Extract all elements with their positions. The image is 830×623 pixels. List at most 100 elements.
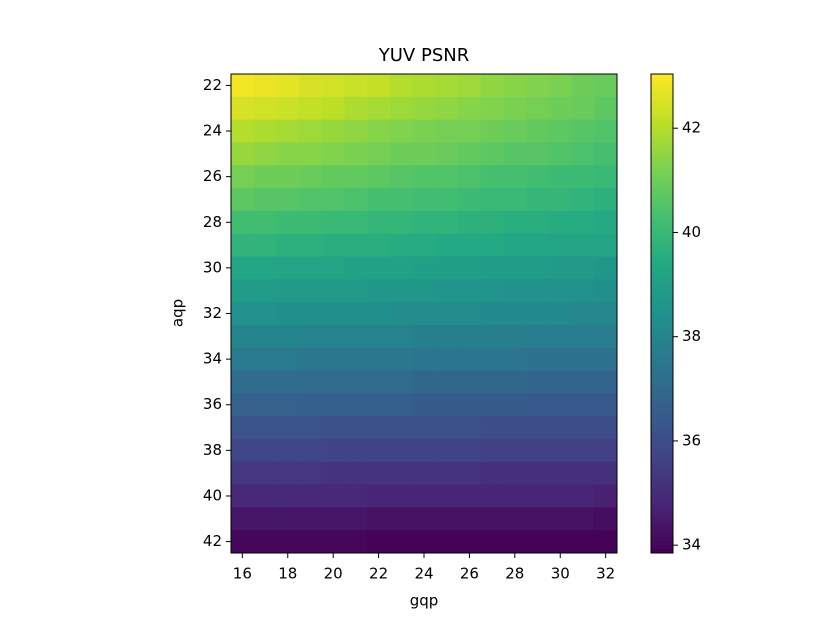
heatmap-cell [344,484,368,508]
heatmap-cell [321,347,346,372]
heatmap-cell [526,324,550,349]
colorbar-slice [651,457,673,462]
heatmap-cell [412,96,436,121]
colorbar-slice [651,529,673,534]
heatmap-cell [412,324,436,349]
heatmap-cell [571,74,595,98]
colorbar-slice [651,177,673,183]
heatmap-cell [571,233,595,257]
colorbar-slice [651,461,673,466]
colorbar-slice [651,365,673,370]
colorbar-slice [651,433,673,438]
heatmap-cell [480,119,504,143]
heatmap-cell [344,347,368,372]
heatmap-cell [594,507,618,531]
heatmap-cell [526,507,550,531]
colorbar-slice [651,493,673,498]
heatmap-cell [367,416,391,440]
heatmap-cell [571,347,595,372]
colorbar-slice [651,217,673,223]
heatmap-cell [571,438,595,463]
colorbar-slice [651,209,673,215]
y-tick-label: 38 [203,441,222,459]
heatmap-cell [344,142,368,166]
heatmap-cell [367,188,391,212]
heatmap-cell [594,393,618,417]
colorbar-slice [651,89,673,95]
colorbar-slice [651,149,673,155]
heatmap-cell [367,165,391,189]
heatmap-cell [594,142,618,166]
colorbar-tick-label: 36 [682,431,701,449]
heatmap-cell [276,210,300,235]
heatmap-cell [548,302,573,326]
colorbar-slice [651,173,673,179]
colorbar-slice [651,509,673,514]
colorbar-slice [651,113,673,119]
colorbar-slice [651,517,673,522]
heatmap-cell [503,484,527,508]
heatmap-cell [594,416,618,440]
heatmap-cell [253,165,277,189]
heatmap-cell [276,188,300,212]
heatmap-cell [389,347,414,372]
heatmap-cell [571,119,595,143]
heatmap-cell [321,210,346,235]
heatmap-cell [503,347,527,372]
heatmap-cell [299,256,323,280]
heatmap-cell [458,484,482,508]
heatmap-cell [231,142,255,166]
heatmap-cell [276,256,300,280]
heatmap-cell [458,233,482,257]
colorbar-slice [651,325,673,330]
heatmap-cell [321,370,346,394]
x-tick-label: 28 [505,565,524,583]
heatmap-cell [253,256,277,280]
heatmap-cell [526,393,550,417]
heatmap-cell [231,324,255,349]
heatmap-cell [231,347,255,372]
heatmap-cell [571,210,595,235]
heatmap-cell [253,188,277,212]
heatmap-cell [526,279,550,303]
heatmap-cell [367,256,391,280]
heatmap-cell [344,370,368,394]
heatmap-cell [548,279,573,303]
heatmap-cell [231,530,255,554]
colorbar-slice [651,349,673,354]
colorbar-slice [651,361,673,366]
colorbar-slice [651,337,673,342]
heatmap-cell [299,507,323,531]
heatmap-cell [571,142,595,166]
heatmap-cell [231,416,255,440]
colorbar-slice [651,129,673,135]
heatmap-cell [548,347,573,372]
heatmap-cell [412,165,436,189]
heatmap-cell [367,279,391,303]
heatmap-cell [367,347,391,372]
heatmap-cell [412,142,436,166]
heatmap-cell [503,256,527,280]
colorbar-slice [651,477,673,482]
colorbar-tick-label: 38 [682,327,701,345]
heatmap-cell [435,165,459,189]
heatmap-cell [231,165,255,189]
heatmap-cell [548,507,573,531]
heatmap-cell [344,324,368,349]
heatmap-cell [231,74,255,98]
colorbar-slice [651,153,673,159]
heatmap-cell [321,119,346,143]
heatmap-cell [299,416,323,440]
heatmap-cell [412,461,436,486]
heatmap-cell [458,438,482,463]
heatmap-cell [389,233,414,257]
colorbar-slice [651,77,673,83]
heatmap-cell [321,256,346,280]
colorbar-slice [651,317,673,322]
heatmap-cell [253,530,277,554]
colorbar-slice [651,281,673,287]
heatmap-cell [276,530,300,554]
heatmap-cell [594,484,618,508]
heatmap-cell [458,347,482,372]
heatmap-cell [367,507,391,531]
